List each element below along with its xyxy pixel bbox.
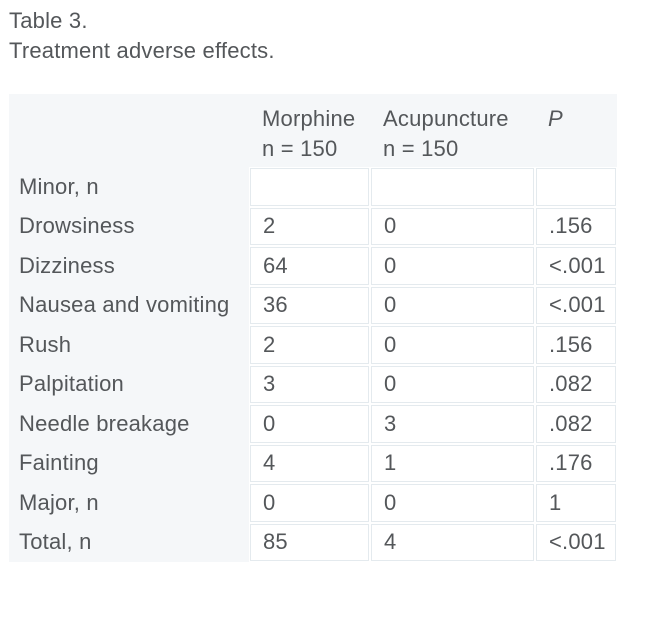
row-label-cell: Major, n <box>9 483 249 523</box>
p-value-cell: .082 <box>536 365 616 403</box>
column-header-label: P <box>548 106 563 131</box>
row-label-cell: Fainting <box>9 443 249 483</box>
acupuncture-value-cell: 3 <box>371 405 534 443</box>
column-header-morphine: Morphine n = 150 <box>249 94 370 167</box>
column-header-label: Morphine <box>262 106 356 131</box>
p-value-cell <box>536 168 616 206</box>
acupuncture-value-cell: 0 <box>371 484 534 522</box>
row-label-cell: Dizziness <box>9 246 249 286</box>
acupuncture-value-cell: 1 <box>371 444 534 482</box>
column-header-sublabel: n = 150 <box>383 136 459 161</box>
column-header-label: Acupuncture <box>383 106 509 131</box>
row-label-cell: Rush <box>9 325 249 365</box>
morphine-value-cell: 85 <box>250 523 369 561</box>
row-label-cell: Total, n <box>9 522 249 562</box>
p-value-cell: .082 <box>536 405 616 443</box>
acupuncture-value-cell: 0 <box>371 326 534 364</box>
acupuncture-value-cell: 0 <box>371 365 534 403</box>
p-value-cell: <.001 <box>536 247 616 285</box>
acupuncture-value-cell: 0 <box>371 247 534 285</box>
row-label-cell: Nausea and vomiting <box>9 285 249 325</box>
row-label-cell: Minor, n <box>9 167 249 207</box>
row-label-cell: Palpitation <box>9 364 249 404</box>
p-value-cell: .156 <box>536 326 616 364</box>
acupuncture-value-cell: 4 <box>371 523 534 561</box>
table-caption: Table 3. Treatment adverse effects. <box>9 6 275 66</box>
morphine-value-cell: 0 <box>250 405 369 443</box>
table-caption-number: Table 3. <box>9 8 88 33</box>
p-value-cell: .156 <box>536 207 616 245</box>
morphine-value-cell: 3 <box>250 365 369 403</box>
p-value-cell: .176 <box>536 444 616 482</box>
morphine-value-cell: 2 <box>250 326 369 364</box>
row-label-cell: Needle breakage <box>9 404 249 444</box>
column-header-p-value: P <box>535 94 617 167</box>
acupuncture-value-cell <box>371 168 534 206</box>
column-header-sublabel: n = 150 <box>262 136 338 161</box>
morphine-value-cell: 4 <box>250 444 369 482</box>
p-value-cell: <.001 <box>536 523 616 561</box>
row-label-cell: Drowsiness <box>9 206 249 246</box>
column-header-rowlabels <box>9 94 249 167</box>
table-caption-title: Treatment adverse effects. <box>9 38 275 63</box>
morphine-value-cell: 64 <box>250 247 369 285</box>
morphine-value-cell: 2 <box>250 207 369 245</box>
adverse-effects-table: Morphine n = 150 Acupuncture n = 150 P M… <box>9 94 617 562</box>
morphine-value-cell: 36 <box>250 286 369 324</box>
morphine-value-cell: 0 <box>250 484 369 522</box>
p-value-cell: <.001 <box>536 286 616 324</box>
column-header-acupuncture: Acupuncture n = 150 <box>370 94 535 167</box>
acupuncture-value-cell: 0 <box>371 286 534 324</box>
p-value-cell: 1 <box>536 484 616 522</box>
acupuncture-value-cell: 0 <box>371 207 534 245</box>
morphine-value-cell <box>250 168 369 206</box>
